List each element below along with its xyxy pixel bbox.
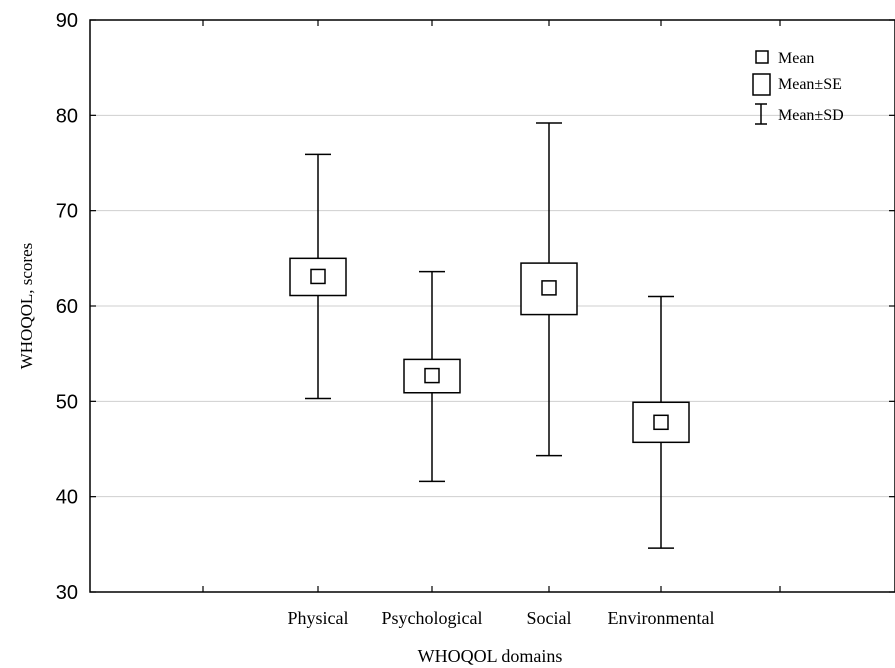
- y-tick-label: 40: [56, 487, 78, 509]
- mean-marker: [310, 268, 326, 285]
- legend-mean-symbol: [755, 50, 769, 64]
- se-box: [632, 401, 690, 444]
- box-social: [520, 122, 578, 457]
- x-axis: Physical Psychological Social Environmental: [202, 20, 781, 628]
- legend: Mean Mean±SE Mean±SD: [752, 50, 844, 125]
- y-tick-label: 50: [56, 391, 78, 413]
- legend-se-symbol: [752, 73, 771, 96]
- box-environmental: [632, 295, 690, 549]
- legend-mean-label: Mean: [778, 50, 814, 67]
- box-psychological: [403, 270, 461, 483]
- y-tick-label: 30: [56, 582, 78, 604]
- x-axis-label: WHOQOL domains: [418, 646, 563, 666]
- box-physical: [289, 153, 347, 400]
- mean-marker: [653, 414, 669, 431]
- legend-sd-symbol: [755, 103, 767, 125]
- legend-sd-label: Mean±SD: [778, 107, 844, 124]
- x-tick-label: Social: [527, 608, 572, 628]
- grid-lines: [90, 114, 895, 498]
- y-tick-label: 80: [56, 105, 78, 127]
- y-axis: 30 40 50 60 70 80 90: [56, 10, 895, 604]
- legend-se-label: Mean±SE: [778, 76, 842, 93]
- plot-marks: [289, 122, 690, 549]
- mean-marker: [541, 280, 557, 296]
- y-tick-label: 70: [56, 201, 78, 223]
- y-tick-label: 60: [56, 296, 78, 318]
- x-tick-label: Psychological: [382, 608, 483, 628]
- x-tick-label: Environmental: [608, 608, 715, 628]
- y-tick-label: 90: [56, 10, 78, 32]
- y-axis-label: WHOQOL, scores: [17, 243, 36, 370]
- mean-marker: [424, 367, 440, 384]
- x-tick-label: Physical: [288, 608, 349, 628]
